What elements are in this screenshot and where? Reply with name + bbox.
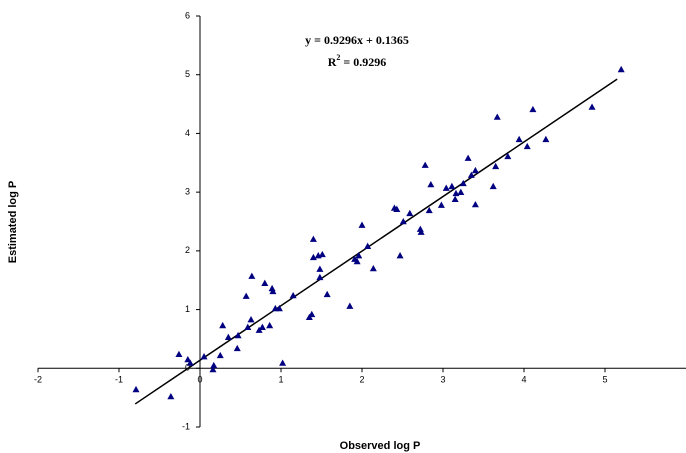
x-tick-label: 3	[440, 375, 445, 385]
data-point	[323, 290, 331, 298]
y-tick-label: 6	[185, 10, 190, 20]
x-tick-label: 4	[521, 375, 526, 385]
data-point	[442, 184, 450, 191]
data-point	[427, 181, 435, 188]
data-point	[467, 171, 475, 178]
data-point	[437, 201, 445, 208]
data-point	[200, 353, 208, 360]
data-point	[355, 252, 363, 259]
data-point	[542, 135, 550, 143]
data-point	[617, 65, 625, 73]
data-point	[209, 365, 217, 373]
data-point	[248, 272, 256, 279]
data-point	[309, 253, 317, 261]
data-point	[421, 161, 429, 168]
x-tick-label: 5	[602, 375, 607, 385]
data-point	[364, 242, 372, 249]
data-point	[266, 321, 274, 329]
r-squared: R2 = 0.9296	[328, 53, 387, 69]
x-tick-label: 0	[197, 375, 202, 385]
data-point	[393, 205, 401, 212]
data-point	[275, 304, 283, 312]
data-point	[492, 162, 500, 170]
data-point	[309, 235, 317, 242]
data-point	[369, 264, 377, 272]
data-point	[452, 189, 460, 197]
data-point	[175, 350, 183, 357]
y-tick-label: 4	[185, 128, 190, 138]
data-point	[399, 218, 407, 225]
data-point	[504, 152, 512, 160]
data-point	[279, 359, 287, 366]
data-point	[269, 287, 277, 295]
data-point	[316, 265, 324, 272]
data-point	[489, 182, 497, 190]
y-tick-label: -1	[182, 421, 190, 431]
data-point	[451, 195, 459, 202]
data-point	[471, 200, 479, 208]
data-point	[515, 135, 523, 143]
data-point	[318, 250, 326, 258]
y-tick-label: 0	[185, 363, 190, 373]
data-point	[258, 323, 266, 330]
data-point	[358, 221, 366, 228]
data-point	[224, 333, 232, 340]
data-point	[289, 291, 297, 299]
data-point	[316, 273, 324, 281]
data-point	[471, 166, 479, 174]
data-point	[244, 323, 252, 330]
data-point	[219, 321, 227, 329]
data-point	[184, 355, 192, 363]
data-point	[493, 113, 501, 120]
data-point	[167, 392, 175, 400]
data-point	[216, 351, 224, 359]
data-point	[588, 103, 596, 110]
data-point	[529, 105, 537, 113]
data-point	[233, 344, 241, 352]
equation: y = 0.9296x + 0.1365	[305, 33, 409, 47]
x-tick-label: -1	[115, 375, 123, 385]
trendline	[134, 78, 618, 405]
data-point	[346, 302, 354, 309]
data-point	[396, 252, 404, 259]
data-point	[210, 361, 218, 369]
data-point	[132, 385, 140, 393]
y-tick-label: 3	[185, 187, 190, 197]
y-tick-label: 1	[185, 304, 190, 314]
data-point	[242, 292, 250, 299]
y-tick-label: 2	[185, 245, 190, 255]
data-point	[417, 228, 425, 235]
r2-rest: = 0.9296	[340, 55, 386, 69]
y-tick-label: 5	[185, 69, 190, 79]
data-point	[247, 316, 255, 323]
data-point	[523, 142, 531, 150]
data-point	[308, 310, 316, 318]
r2-sup: 2	[336, 53, 340, 62]
data-point	[457, 188, 465, 195]
x-tick-label: -2	[34, 375, 42, 385]
x-tick-label: 2	[359, 375, 364, 385]
data-point	[234, 331, 242, 339]
r2-base: R	[328, 55, 337, 69]
data-point	[186, 359, 194, 366]
data-point	[406, 209, 414, 217]
data-point	[448, 182, 456, 190]
x-axis-title: Observed log P	[340, 440, 421, 452]
data-point	[353, 257, 361, 265]
data-point	[459, 179, 467, 187]
data-point	[464, 154, 472, 161]
data-point	[425, 206, 433, 214]
x-tick-label: 1	[278, 375, 283, 385]
data-point	[261, 279, 269, 286]
y-axis-title: Estimated log P	[7, 181, 19, 264]
